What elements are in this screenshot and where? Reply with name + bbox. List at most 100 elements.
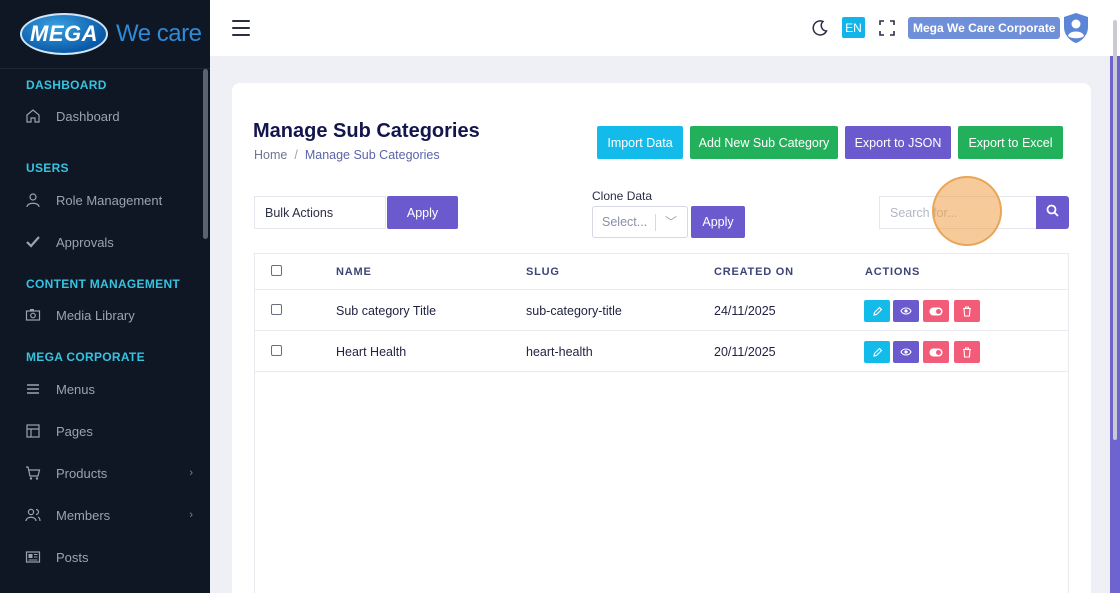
avatar[interactable] [1062, 12, 1090, 44]
sidebar-item-label: Approvals [56, 234, 114, 250]
check-icon [24, 233, 42, 251]
delete-button[interactable] [954, 341, 980, 363]
section-title-users: USERS [26, 161, 69, 175]
moon-icon[interactable] [810, 18, 830, 38]
breadcrumb-separator: / [294, 148, 298, 162]
table-row[interactable]: Sub category Title sub-category-title 24… [255, 290, 1068, 331]
clone-data-label: Clone Data [592, 189, 653, 203]
cell-created-on: 24/11/2025 [714, 304, 776, 318]
sidebar: MEGA We care DASHBOARD Dashboard USERS R… [0, 0, 210, 593]
bulk-apply-button[interactable]: Apply [387, 196, 458, 229]
sidebar-item-products[interactable]: Products › [24, 461, 199, 485]
section-title-dashboard: DASHBOARD [26, 78, 107, 92]
cell-name: Sub category Title [336, 304, 437, 318]
menu-icon [24, 380, 42, 398]
layout-icon [24, 422, 42, 440]
row-checkbox[interactable] [271, 345, 282, 356]
sidebar-item-menus[interactable]: Menus [24, 377, 199, 401]
breadcrumb-home[interactable]: Home [254, 148, 288, 162]
hamburger-menu-icon[interactable] [232, 20, 250, 41]
brand-logo[interactable]: MEGA We care [0, 0, 210, 69]
sidebar-item-media-library[interactable]: Media Library [24, 303, 199, 327]
column-header-name[interactable]: NAME [336, 266, 372, 278]
sidebar-item-dashboard[interactable]: Dashboard [24, 104, 199, 128]
sidebar-item-label: Pages [56, 423, 93, 439]
sidebar-scrollbar[interactable] [203, 69, 208, 239]
click-indicator [932, 176, 1002, 246]
edit-button[interactable] [864, 341, 890, 363]
trash-icon [963, 305, 971, 317]
newspaper-icon [24, 548, 42, 566]
edit-button[interactable] [864, 300, 890, 322]
logo-tagline: We care [116, 20, 202, 47]
language-switch[interactable]: EN [842, 17, 865, 38]
select-divider [655, 214, 656, 231]
sub-categories-table: NAME SLUG CREATED ON ACTIONS Sub categor… [254, 253, 1069, 593]
toggle-icon [929, 307, 943, 315]
home-icon [24, 107, 42, 125]
table-header: NAME SLUG CREATED ON ACTIONS [255, 254, 1068, 290]
eye-icon [900, 348, 912, 356]
search-button[interactable] [1036, 196, 1069, 229]
sidebar-item-label: Role Management [56, 192, 163, 208]
sidebar-item-posts[interactable]: Posts [24, 545, 199, 569]
toggle-status-button[interactable] [923, 300, 949, 322]
account-name[interactable]: Mega We Care Corporate [908, 17, 1061, 39]
camera-icon [24, 306, 42, 324]
user-icon [24, 191, 42, 209]
select-all-checkbox[interactable] [271, 265, 282, 276]
page-scrollbar[interactable] [1110, 0, 1120, 593]
delete-button[interactable] [954, 300, 980, 322]
view-button[interactable] [893, 341, 919, 363]
chevron-right-icon: › [189, 509, 193, 521]
toggle-status-button[interactable] [923, 341, 949, 363]
cart-icon [24, 464, 42, 482]
export-json-button[interactable]: Export to JSON [845, 126, 951, 159]
clone-select-placeholder: Select... [602, 215, 648, 229]
sidebar-item-role-management[interactable]: Role Management [24, 188, 199, 212]
toggle-icon [929, 348, 943, 356]
view-button[interactable] [893, 300, 919, 322]
page-title: Manage Sub Categories [253, 120, 480, 142]
eye-icon [900, 307, 912, 315]
sidebar-item-pages[interactable]: Pages [24, 419, 199, 443]
clone-apply-button[interactable]: Apply [691, 206, 745, 238]
row-checkbox[interactable] [271, 304, 282, 315]
sidebar-item-label: Media Library [56, 307, 135, 323]
chevron-right-icon: › [189, 467, 193, 479]
export-excel-button[interactable]: Export to Excel [958, 126, 1063, 159]
trash-icon [963, 346, 971, 358]
fullscreen-icon[interactable] [877, 18, 897, 38]
bulk-actions-select[interactable]: Bulk Actions [254, 196, 386, 229]
cell-slug: sub-category-title [526, 304, 622, 318]
cell-created-on: 20/11/2025 [714, 345, 776, 359]
sidebar-item-label: Members [56, 507, 111, 523]
edit-icon [872, 306, 882, 316]
chevron-down-icon: ﹀ [665, 215, 678, 229]
cell-slug: heart-health [526, 345, 593, 359]
topbar: EN Mega We Care Corporate [210, 0, 1110, 56]
edit-icon [872, 347, 882, 357]
logo-badge: MEGA [20, 13, 108, 55]
sidebar-item-approvals[interactable]: Approvals [24, 230, 199, 254]
sidebar-item-members[interactable]: Members › [24, 503, 199, 527]
import-data-button[interactable]: Import Data [597, 126, 683, 159]
add-new-sub-category-button[interactable]: Add New Sub Category [690, 126, 838, 159]
users-icon [24, 506, 42, 524]
column-header-actions: ACTIONS [865, 266, 921, 278]
section-title-content-management: CONTENT MANAGEMENT [26, 277, 181, 291]
sidebar-item-label: Posts [56, 549, 89, 565]
sidebar-item-label: Dashboard [56, 108, 120, 124]
table-row[interactable]: Heart Health heart-health 20/11/2025 [255, 331, 1068, 372]
section-title-mega-corporate: MEGA CORPORATE [26, 350, 145, 364]
breadcrumb: Home / Manage Sub Categories [254, 148, 440, 162]
breadcrumb-current: Manage Sub Categories [304, 148, 440, 162]
content-card: Manage Sub Categories Home / Manage Sub Ca… [232, 83, 1091, 593]
search-icon [1046, 204, 1059, 222]
sidebar-item-label: Menus [56, 381, 96, 397]
column-header-created-on[interactable]: CREATED ON [714, 266, 794, 278]
cell-name: Heart Health [336, 345, 407, 359]
sidebar-item-label: Products [56, 465, 108, 481]
column-header-slug[interactable]: SLUG [526, 266, 560, 278]
clone-data-select[interactable]: Select... ﹀ [592, 206, 688, 238]
